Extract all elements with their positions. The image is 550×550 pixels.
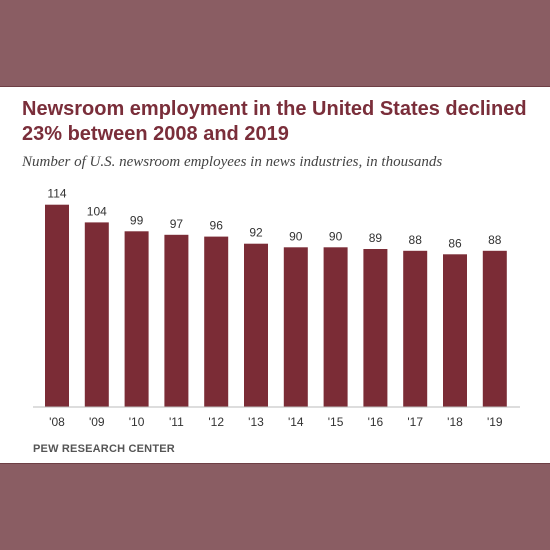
bars-group: [45, 204, 507, 408]
tick-labels-group: '08 '09 '10 '11 '12 '13 '14 '15 '16 '17 '18 '19: [49, 415, 503, 429]
value-label-5: 92: [249, 226, 263, 240]
x-tick-label-1: '09: [89, 415, 105, 429]
bar-5: [244, 243, 268, 407]
value-label-0: 114: [47, 187, 66, 201]
value-label-9: 88: [409, 233, 423, 247]
bar-4: [204, 236, 229, 407]
bar-10: [443, 254, 467, 407]
bar-8: [363, 249, 388, 407]
value-label-6: 90: [289, 229, 303, 243]
chart-card: Newsroom employment in the United States…: [0, 86, 550, 464]
value-label-7: 90: [329, 229, 343, 243]
value-label-1: 104: [87, 204, 107, 218]
x-tick-label-0: '08: [49, 415, 65, 429]
source-credit: PEW RESEARCH CENTER: [33, 443, 175, 455]
x-tick-label-6: '14: [288, 415, 304, 429]
x-tick-label-10: '18: [447, 415, 463, 429]
chart-subtitle: Number of U.S. newsroom employees in new…: [22, 154, 443, 170]
bar-6: [283, 247, 308, 408]
x-tick-label-7: '15: [328, 415, 344, 429]
x-tick-label-4: '12: [208, 415, 224, 429]
x-tick-label-8: '16: [368, 415, 384, 429]
x-tick-label-5: '13: [248, 415, 264, 429]
bar-11: [482, 250, 507, 407]
bar-9: [403, 250, 428, 407]
value-label-11: 88: [488, 233, 502, 247]
bar-3: [164, 234, 189, 407]
x-tick-label-3: '11: [169, 415, 184, 429]
bar-7: [323, 247, 348, 408]
value-labels-group: 114 104 99 97 96 92 90 90 89 88 86 88: [47, 187, 501, 251]
value-label-4: 96: [210, 219, 224, 233]
value-label-8: 89: [369, 231, 383, 245]
chart-title: Newsroom employment in the United States…: [22, 98, 527, 145]
value-label-2: 99: [130, 213, 144, 227]
bar-1: [84, 222, 109, 407]
x-tick-label-9: '17: [407, 415, 423, 429]
x-tick-label-11: '19: [487, 415, 503, 429]
value-label-10: 86: [448, 236, 462, 250]
value-label-3: 97: [170, 217, 184, 231]
x-tick-label-2: '10: [129, 415, 145, 429]
bar-2: [124, 231, 149, 407]
bar-0: [45, 204, 69, 407]
